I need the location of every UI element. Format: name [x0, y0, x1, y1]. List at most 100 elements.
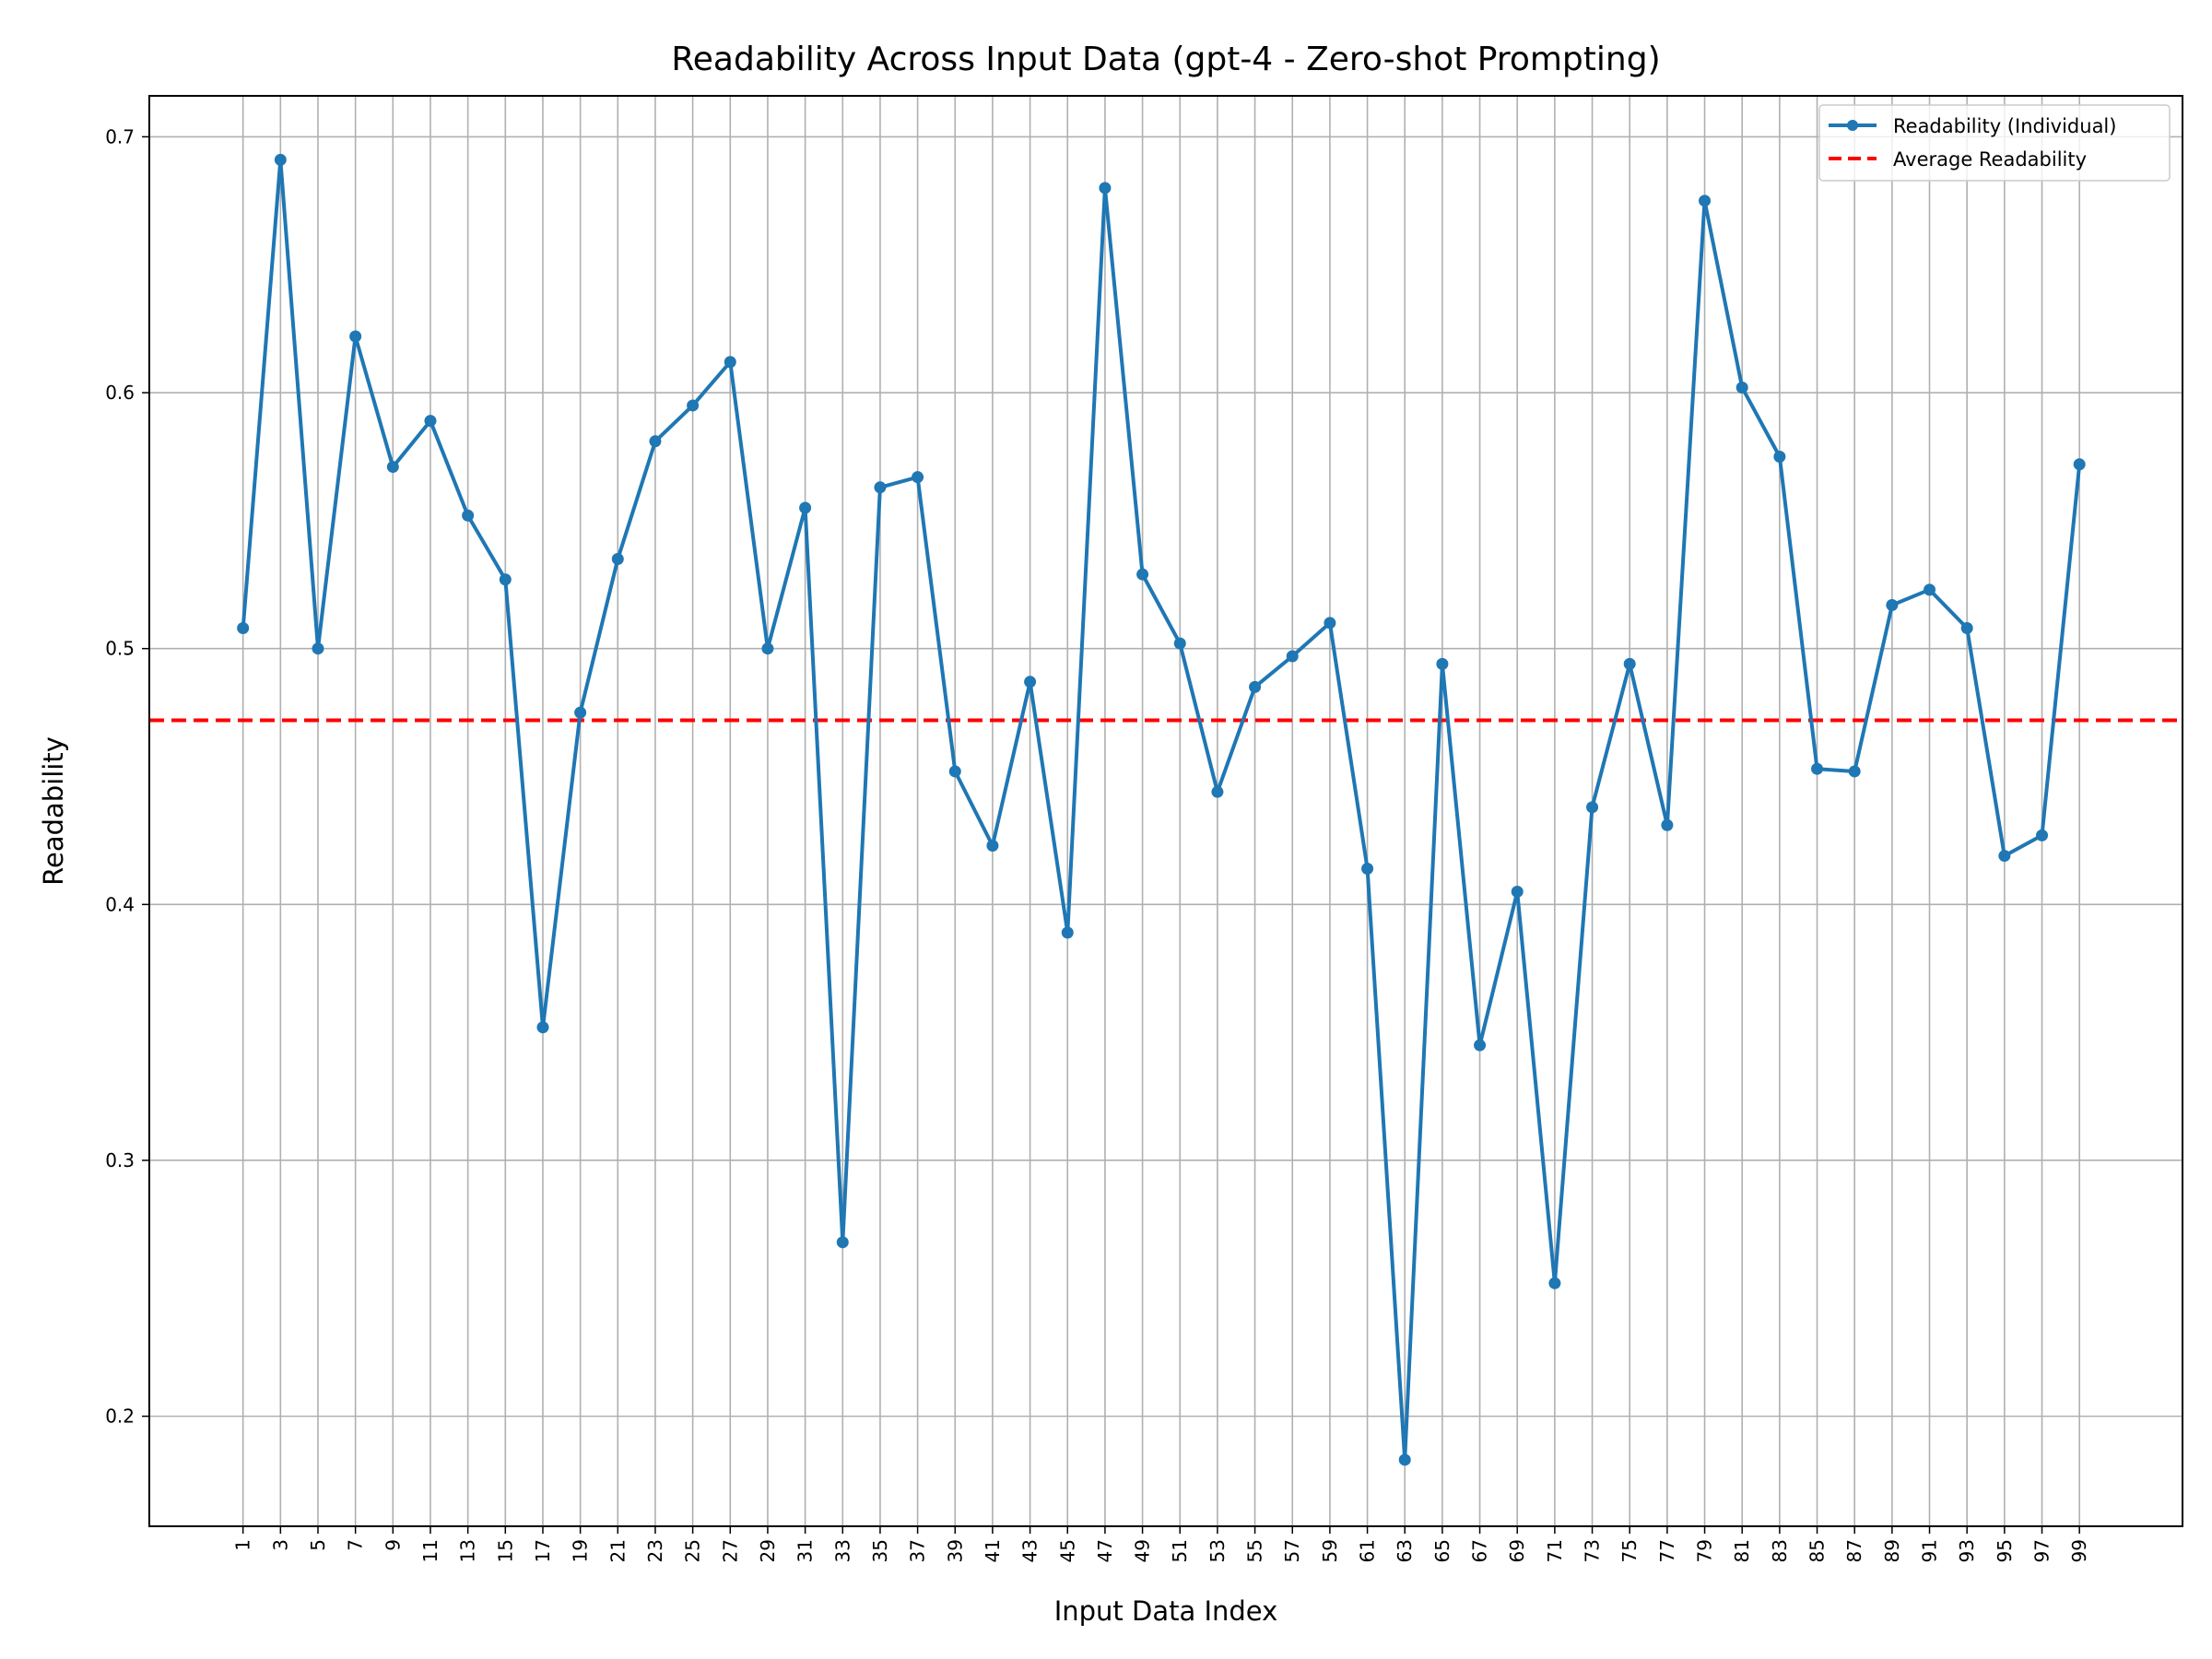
x-tick-label: 41: [982, 1539, 1004, 1562]
x-tick-label: 79: [1694, 1539, 1716, 1562]
x-tick-label: 9: [382, 1539, 404, 1551]
readability-point: [611, 553, 624, 566]
readability-point: [1061, 926, 1074, 939]
readability-point: [724, 356, 736, 369]
y-tick-label: 0.3: [105, 1149, 135, 1171]
y-axis-label: Readability: [38, 736, 69, 886]
x-tick-label: 77: [1656, 1539, 1678, 1562]
plot-frame: [148, 95, 2183, 1527]
readability-point: [312, 642, 324, 655]
x-tick-label: 1: [232, 1539, 254, 1551]
x-tick-label: 27: [719, 1539, 741, 1562]
readability-point: [1548, 1277, 1561, 1289]
x-tick-label: 47: [1094, 1539, 1116, 1562]
readability-point: [1511, 885, 1524, 898]
readability-point: [1173, 637, 1186, 650]
legend-label-individual: Readability (Individual): [1893, 115, 2116, 137]
x-tick-label: 21: [606, 1539, 629, 1562]
legend-label-average: Average Readability: [1893, 148, 2087, 171]
x-tick-label: 93: [1956, 1539, 1978, 1562]
readability-point: [1361, 862, 1374, 875]
x-tick-label: 17: [532, 1539, 554, 1562]
x-tick-label: 35: [869, 1539, 891, 1562]
x-tick-label: 99: [2068, 1539, 2090, 1562]
readability-point: [1960, 621, 1973, 634]
readability-point: [1886, 599, 1899, 612]
x-tick-label: 33: [831, 1539, 853, 1562]
x-tick-label: 83: [1769, 1539, 1791, 1562]
y-tick-label: 0.6: [105, 382, 135, 404]
readability-point: [649, 435, 662, 448]
chart-title: Readability Across Input Data (gpt-4 - Z…: [671, 41, 1660, 78]
readability-point: [1136, 568, 1149, 581]
x-tick-label: 31: [794, 1539, 817, 1562]
readability-point: [237, 621, 250, 634]
readability-point: [424, 415, 437, 428]
readability-point: [386, 461, 399, 474]
readability-point: [1998, 850, 2011, 863]
readability-series-line: [241, 158, 2082, 1462]
x-tick-label: 95: [1994, 1539, 2016, 1562]
x-tick-label: 37: [907, 1539, 929, 1562]
x-tick-label: 15: [494, 1539, 516, 1562]
x-tick-label: 3: [269, 1539, 291, 1551]
readability-point: [349, 330, 362, 343]
x-tick-label: 7: [345, 1539, 367, 1551]
x-tick-label: 69: [1506, 1539, 1528, 1562]
x-tick-label: 85: [1806, 1539, 1829, 1562]
readability-point: [1211, 785, 1224, 798]
readability-point: [1249, 680, 1262, 693]
x-tick-label: 5: [307, 1539, 329, 1551]
x-tick-label: 11: [419, 1539, 441, 1562]
series-layer: [237, 153, 2086, 1466]
x-tick-label: 23: [644, 1539, 666, 1562]
grid: [149, 96, 2183, 1526]
readability-point: [1924, 583, 1936, 596]
x-tick-label: 55: [1244, 1539, 1266, 1562]
readability-point: [1623, 657, 1636, 670]
readability-point: [1324, 617, 1336, 629]
x-tick-label: 63: [1394, 1539, 1416, 1562]
x-tick-label: 29: [757, 1539, 779, 1562]
readability-point: [1099, 182, 1112, 194]
readability-point: [1735, 382, 1748, 394]
legend: Readability (Individual) Average Readabi…: [1818, 104, 2171, 182]
readability-point: [1661, 818, 1674, 831]
x-tick-label: 87: [1843, 1539, 1865, 1562]
readability-point: [1773, 450, 1786, 463]
x-tick-label: 61: [1357, 1539, 1379, 1562]
readability-point: [836, 1236, 849, 1249]
x-tick-label: 25: [682, 1539, 704, 1562]
readability-point: [1436, 657, 1449, 670]
y-tick-label: 0.5: [105, 638, 135, 660]
readability-point: [912, 471, 924, 484]
readability-point: [2036, 829, 2049, 841]
readability-point: [1474, 1039, 1487, 1052]
x-tick-label: 65: [1431, 1539, 1453, 1562]
readability-point: [1811, 762, 1824, 775]
readability-point: [574, 706, 587, 719]
y-tick-label: 0.7: [105, 125, 135, 147]
readability-point: [1699, 194, 1712, 207]
x-tick-label: 43: [1019, 1539, 1041, 1562]
x-tick-label: 67: [1469, 1539, 1491, 1562]
readability-point: [274, 153, 287, 166]
readability-point: [536, 1021, 549, 1034]
readability-point: [687, 399, 700, 412]
x-tick-label: 81: [1731, 1539, 1753, 1562]
x-tick-label: 51: [1169, 1539, 1191, 1562]
readability-point: [948, 765, 961, 778]
readability-point: [986, 839, 999, 852]
x-tick-label: 19: [570, 1539, 592, 1562]
readability-point: [1586, 801, 1599, 814]
x-tick-label: 13: [457, 1539, 479, 1562]
x-tick-label: 75: [1618, 1539, 1641, 1562]
x-tick-label: 97: [2031, 1539, 2053, 1562]
y-tick-label: 0.4: [105, 893, 135, 915]
y-tick-label: 0.2: [105, 1406, 135, 1428]
legend-box: [1818, 104, 2171, 182]
y-axis-ticks: 0.2 0.3 0.4 0.5 0.6 0.7: [105, 125, 149, 1428]
readability-point: [1024, 676, 1037, 688]
